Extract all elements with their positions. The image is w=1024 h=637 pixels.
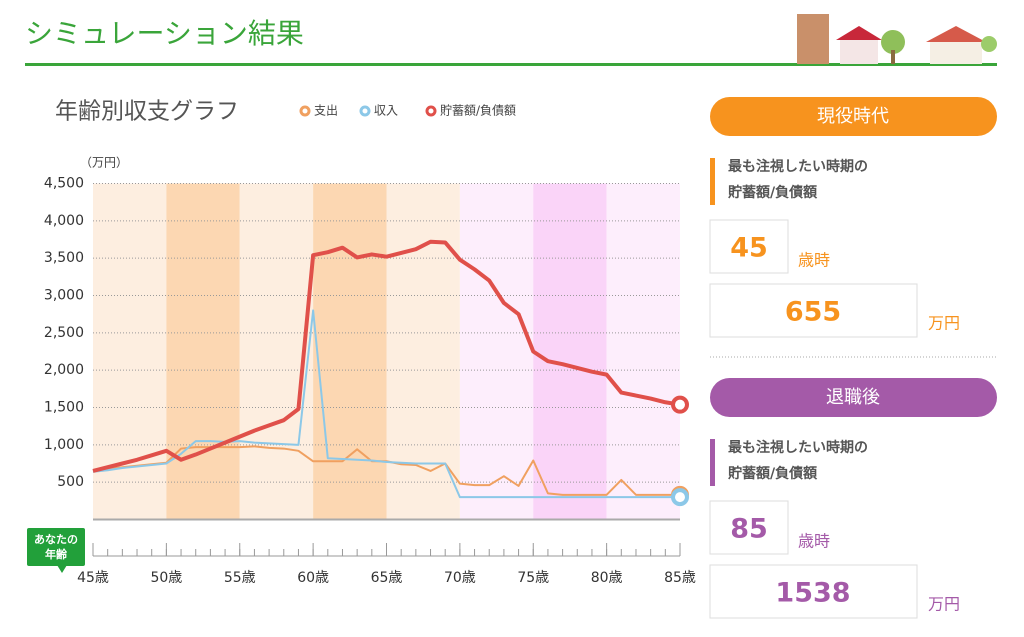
y-tick-label: 3,000 <box>44 288 84 304</box>
amount-unit: 万円 <box>928 595 960 614</box>
y-tick-label: 1,000 <box>44 437 84 453</box>
y-tick-label: 500 <box>57 474 84 490</box>
label-bar <box>710 158 715 205</box>
y-tick-label: 4,500 <box>44 176 84 192</box>
x-tick-label: 55歳 <box>224 570 256 586</box>
age-value: 85 <box>730 514 768 545</box>
end-marker <box>671 488 689 507</box>
x-tick-label: 65歳 <box>371 570 403 586</box>
background-band <box>313 183 387 520</box>
age-value: 45 <box>730 233 768 264</box>
background-band <box>166 183 240 520</box>
amount-unit: 万円 <box>928 314 960 333</box>
y-tick-label: 2,000 <box>44 362 84 378</box>
legend-marker <box>299 105 311 117</box>
background-band <box>533 183 607 520</box>
x-tick-label: 60歳 <box>297 570 329 586</box>
y-tick-label: 1,500 <box>44 400 84 416</box>
x-tick-label: 80歳 <box>591 570 623 586</box>
age-box <box>709 219 789 274</box>
x-tick-label: 45歳 <box>77 570 109 586</box>
title-underline <box>25 63 997 66</box>
legend-label: 支出 <box>314 104 338 118</box>
background-band <box>459 183 534 520</box>
section-label: 貯蓄額/負債額 <box>728 184 818 201</box>
background-band <box>239 183 314 520</box>
y-unit: （万円） <box>80 156 128 170</box>
amount-value: 1538 <box>775 578 850 609</box>
x-tick-label: 70歳 <box>444 570 476 586</box>
illustration <box>797 14 997 64</box>
section-label: 貯蓄額/負債額 <box>728 465 818 482</box>
label-bar <box>710 439 715 486</box>
legend-label: 貯蓄額/負債額 <box>440 103 516 118</box>
series-line <box>92 309 680 499</box>
x-tick-label: 50歳 <box>150 570 182 586</box>
y-tick-label: 3,500 <box>44 250 84 266</box>
age-box <box>709 500 789 555</box>
page-title: シミュレーション結果 <box>25 17 304 50</box>
y-tick-label: 4,000 <box>44 213 84 229</box>
amount-box <box>709 564 918 619</box>
section-label: 最も注視したい時期の <box>728 158 868 175</box>
age-unit: 歳時 <box>798 251 830 270</box>
legend-marker <box>425 105 437 117</box>
section-pill <box>710 97 997 136</box>
amount-value: 655 <box>785 297 841 328</box>
chart-title: 年齢別収支グラフ <box>55 99 239 125</box>
y-tick-label: 2,500 <box>44 325 84 341</box>
x-tick-label: 85歳 <box>664 570 696 586</box>
legend-marker <box>359 105 371 117</box>
section-title: 退職後 <box>826 387 880 408</box>
series-line <box>92 239 681 473</box>
x-tick-label: 75歳 <box>517 570 549 586</box>
background-band <box>606 183 680 520</box>
end-marker <box>671 395 689 414</box>
age-unit: 歳時 <box>798 532 830 551</box>
section-label: 最も注視したい時期の <box>728 439 868 456</box>
section-pill <box>710 378 997 417</box>
section-title: 現役時代 <box>817 106 889 127</box>
legend-label: 収入 <box>374 104 398 118</box>
age-badge: あなたの年齢 <box>27 528 85 573</box>
amount-box <box>709 283 918 338</box>
